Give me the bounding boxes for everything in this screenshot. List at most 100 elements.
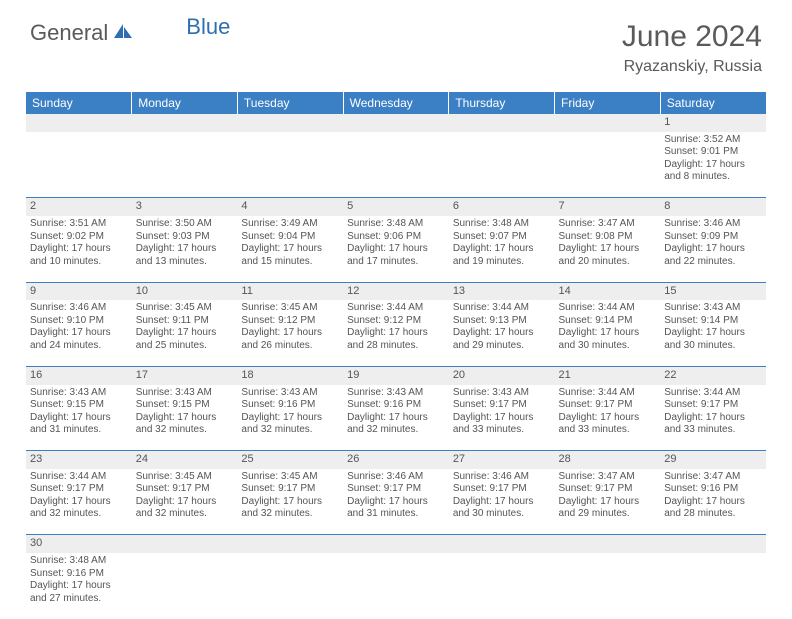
daylight-line: Daylight: 17 hours and 32 minutes.	[241, 496, 339, 521]
weekday-header: Friday	[555, 92, 661, 114]
weekday-header-row: SundayMondayTuesdayWednesdayThursdayFrid…	[26, 92, 766, 114]
day-cell: Sunrise: 3:47 AMSunset: 9:16 PMDaylight:…	[660, 469, 766, 535]
day-number-row: 30	[26, 535, 766, 553]
day-number-cell	[343, 535, 449, 553]
day-content-row: Sunrise: 3:46 AMSunset: 9:10 PMDaylight:…	[26, 300, 766, 366]
sunrise-line: Sunrise: 3:43 AM	[241, 387, 339, 400]
sunset-line: Sunset: 9:17 PM	[559, 399, 657, 412]
daylight-line: Daylight: 17 hours and 13 minutes.	[136, 243, 234, 268]
sunset-line: Sunset: 9:17 PM	[664, 399, 762, 412]
brand-part1: General	[30, 20, 108, 46]
day-number-cell	[237, 535, 343, 553]
daylight-line: Daylight: 17 hours and 29 minutes.	[559, 496, 657, 521]
sunrise-line: Sunrise: 3:46 AM	[453, 471, 551, 484]
sunrise-line: Sunrise: 3:46 AM	[347, 471, 445, 484]
day-cell: Sunrise: 3:45 AMSunset: 9:12 PMDaylight:…	[237, 300, 343, 366]
day-number-cell: 28	[555, 451, 661, 469]
sunrise-line: Sunrise: 3:45 AM	[241, 302, 339, 315]
day-cell	[132, 553, 238, 619]
daylight-line: Daylight: 17 hours and 31 minutes.	[347, 496, 445, 521]
day-content-row: Sunrise: 3:43 AMSunset: 9:15 PMDaylight:…	[26, 385, 766, 451]
sunset-line: Sunset: 9:17 PM	[136, 483, 234, 496]
month-title: June 2024	[622, 20, 762, 54]
sunrise-line: Sunrise: 3:44 AM	[453, 302, 551, 315]
day-number-cell: 9	[26, 282, 132, 300]
sunrise-line: Sunrise: 3:45 AM	[136, 471, 234, 484]
sunrise-line: Sunrise: 3:43 AM	[664, 302, 762, 315]
sunset-line: Sunset: 9:15 PM	[30, 399, 128, 412]
day-cell	[343, 553, 449, 619]
title-block: June 2024 Ryazanskiy, Russia	[622, 20, 762, 76]
sunset-line: Sunset: 9:14 PM	[664, 315, 762, 328]
day-number-cell: 20	[449, 366, 555, 384]
day-cell: Sunrise: 3:43 AMSunset: 9:14 PMDaylight:…	[660, 300, 766, 366]
sail-icon	[112, 20, 134, 46]
day-number-cell: 2	[26, 198, 132, 216]
day-number-cell: 25	[237, 451, 343, 469]
brand-part2: Blue	[186, 14, 230, 40]
sunrise-line: Sunrise: 3:48 AM	[453, 218, 551, 231]
day-number-row: 23242526272829	[26, 451, 766, 469]
weekday-header: Wednesday	[343, 92, 449, 114]
daylight-line: Daylight: 17 hours and 32 minutes.	[136, 412, 234, 437]
weekday-header: Saturday	[660, 92, 766, 114]
day-number-cell	[132, 114, 238, 132]
location: Ryazanskiy, Russia	[622, 58, 762, 76]
sunrise-line: Sunrise: 3:50 AM	[136, 218, 234, 231]
sunrise-line: Sunrise: 3:46 AM	[30, 302, 128, 315]
day-content-row: Sunrise: 3:48 AMSunset: 9:16 PMDaylight:…	[26, 553, 766, 619]
day-cell	[237, 553, 343, 619]
day-number-cell: 14	[555, 282, 661, 300]
sunrise-line: Sunrise: 3:44 AM	[664, 387, 762, 400]
day-cell: Sunrise: 3:51 AMSunset: 9:02 PMDaylight:…	[26, 216, 132, 282]
day-number-cell	[555, 535, 661, 553]
weekday-header: Monday	[132, 92, 238, 114]
day-number-cell: 16	[26, 366, 132, 384]
daylight-line: Daylight: 17 hours and 32 minutes.	[347, 412, 445, 437]
sunset-line: Sunset: 9:15 PM	[136, 399, 234, 412]
daylight-line: Daylight: 17 hours and 33 minutes.	[453, 412, 551, 437]
day-number-cell: 12	[343, 282, 449, 300]
day-number-cell: 21	[555, 366, 661, 384]
day-number-cell: 19	[343, 366, 449, 384]
sunset-line: Sunset: 9:08 PM	[559, 231, 657, 244]
sunset-line: Sunset: 9:16 PM	[30, 568, 128, 581]
daylight-line: Daylight: 17 hours and 25 minutes.	[136, 327, 234, 352]
page-header: General Blue June 2024 Ryazanskiy, Russi…	[0, 0, 792, 86]
sunrise-line: Sunrise: 3:49 AM	[241, 218, 339, 231]
daylight-line: Daylight: 17 hours and 32 minutes.	[241, 412, 339, 437]
day-content-row: Sunrise: 3:52 AMSunset: 9:01 PMDaylight:…	[26, 132, 766, 198]
day-cell: Sunrise: 3:43 AMSunset: 9:16 PMDaylight:…	[237, 385, 343, 451]
sunrise-line: Sunrise: 3:43 AM	[347, 387, 445, 400]
sunset-line: Sunset: 9:16 PM	[347, 399, 445, 412]
weekday-header: Thursday	[449, 92, 555, 114]
day-number-cell	[237, 114, 343, 132]
day-cell: Sunrise: 3:47 AMSunset: 9:08 PMDaylight:…	[555, 216, 661, 282]
day-cell: Sunrise: 3:48 AMSunset: 9:07 PMDaylight:…	[449, 216, 555, 282]
daylight-line: Daylight: 17 hours and 28 minutes.	[664, 496, 762, 521]
day-number-cell	[555, 114, 661, 132]
day-number-cell: 23	[26, 451, 132, 469]
sunrise-line: Sunrise: 3:46 AM	[664, 218, 762, 231]
brand-logo: General Blue	[30, 20, 230, 46]
daylight-line: Daylight: 17 hours and 17 minutes.	[347, 243, 445, 268]
weekday-header: Tuesday	[237, 92, 343, 114]
daylight-line: Daylight: 17 hours and 30 minutes.	[453, 496, 551, 521]
day-number-cell	[449, 535, 555, 553]
sunrise-line: Sunrise: 3:44 AM	[559, 387, 657, 400]
day-number-cell: 6	[449, 198, 555, 216]
day-cell: Sunrise: 3:48 AMSunset: 9:16 PMDaylight:…	[26, 553, 132, 619]
sunset-line: Sunset: 9:01 PM	[664, 146, 762, 159]
day-cell: Sunrise: 3:44 AMSunset: 9:12 PMDaylight:…	[343, 300, 449, 366]
sunrise-line: Sunrise: 3:44 AM	[347, 302, 445, 315]
sunrise-line: Sunrise: 3:48 AM	[347, 218, 445, 231]
sunset-line: Sunset: 9:07 PM	[453, 231, 551, 244]
daylight-line: Daylight: 17 hours and 33 minutes.	[664, 412, 762, 437]
day-cell: Sunrise: 3:43 AMSunset: 9:16 PMDaylight:…	[343, 385, 449, 451]
day-number-cell	[132, 535, 238, 553]
day-cell	[449, 553, 555, 619]
day-cell: Sunrise: 3:45 AMSunset: 9:11 PMDaylight:…	[132, 300, 238, 366]
day-number-cell: 30	[26, 535, 132, 553]
daylight-line: Daylight: 17 hours and 30 minutes.	[664, 327, 762, 352]
sunrise-line: Sunrise: 3:47 AM	[559, 471, 657, 484]
